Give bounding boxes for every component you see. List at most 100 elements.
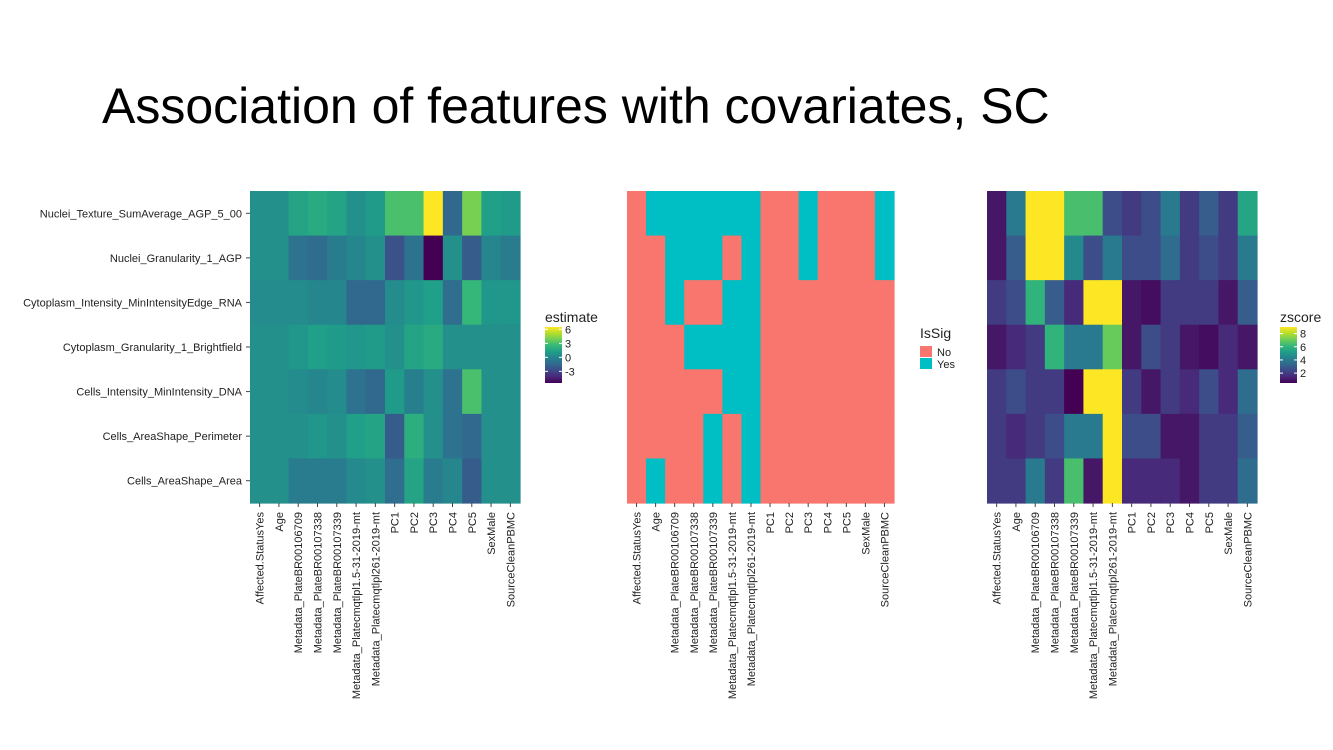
heatmap-cell [760, 458, 781, 504]
heatmap-cell [423, 413, 444, 460]
heatmap-cell [346, 369, 367, 415]
heatmap-cell [404, 413, 425, 460]
heatmap-cell [365, 413, 386, 460]
heatmap-cell [481, 280, 502, 326]
heatmap-cell [1006, 280, 1027, 326]
heatmap-cell [627, 191, 647, 237]
heatmap-cell [327, 413, 348, 460]
heatmap-cell [442, 280, 463, 326]
colorbar-tick-label: 2 [1300, 368, 1306, 380]
heatmap-cell [703, 235, 723, 281]
heatmap-cell [760, 191, 781, 237]
heatmap-cell [250, 458, 270, 504]
heatmap-cell [627, 235, 647, 281]
heatmap-cell [703, 280, 723, 326]
heatmap-cell [1064, 280, 1085, 326]
heatmap-cell [1160, 413, 1181, 460]
heatmap-cell [423, 235, 444, 281]
column-label: Metadata_Platecmqtlpl1.5-31-2019-mt [1088, 512, 1100, 699]
column-label: Metadata_Platecmqtlpl261-2019-mt [370, 512, 382, 686]
row-label: Cells_AreaShape_Area [127, 476, 243, 488]
legend-label: Yes [937, 359, 955, 371]
heatmap-cell [1006, 458, 1027, 504]
column-label: Metadata_PlateBR00106709 [293, 512, 305, 653]
colorbar-tick-label: 6 [1300, 342, 1306, 354]
heatmap-cell [1160, 369, 1181, 415]
heatmap-cell [874, 413, 895, 460]
heatmap-cell [288, 280, 309, 326]
heatmap-cell [987, 413, 1007, 460]
heatmap-cell [855, 369, 876, 415]
colorbar-tick-label: -3 [565, 366, 575, 378]
heatmap-cell [665, 458, 685, 504]
heatmap-cell [798, 369, 819, 415]
column-label: PC5 [467, 512, 479, 533]
heatmap-cell [1218, 413, 1239, 460]
column-label: Metadata_PlateBR00106709 [1030, 512, 1042, 653]
heatmap-cell [404, 324, 425, 370]
heatmap-cell [722, 324, 743, 370]
heatmap-cell [1064, 191, 1085, 237]
heatmap-cell [703, 458, 723, 504]
heatmap-cell [442, 324, 463, 370]
heatmap-cell [836, 458, 857, 504]
heatmap-cell [627, 369, 647, 415]
column-label: Metadata_Platecmqtlpl261-2019-mt [1107, 512, 1119, 686]
heatmap-cell [327, 235, 348, 281]
heatmap-cell [500, 369, 521, 415]
heatmap-cell [684, 413, 704, 460]
heatmap-cell [741, 369, 762, 415]
heatmap-cell [385, 324, 405, 370]
heatmap-cell [385, 280, 405, 326]
heatmap-cell [462, 458, 483, 504]
heatmap-cell [1044, 191, 1065, 237]
column-label: PC3 [803, 512, 815, 533]
heatmap-cells [627, 191, 895, 504]
heatmap-cell [646, 413, 666, 460]
heatmap-cell [1237, 369, 1258, 415]
column-label: PC4 [822, 512, 834, 533]
legend-swatch [920, 346, 932, 357]
heatmap-cell [627, 324, 647, 370]
heatmap-cell [1237, 280, 1258, 326]
heatmap-cell [665, 235, 685, 281]
heatmap-cell [779, 324, 800, 370]
heatmap-cell [481, 458, 502, 504]
heatmap-cell [1122, 458, 1142, 504]
heatmap-cell [307, 413, 328, 460]
heatmap-cell [365, 280, 386, 326]
heatmap-cell [500, 191, 521, 237]
heatmap-cell [1218, 458, 1239, 504]
heatmap-cell [874, 280, 895, 326]
heatmap-cell [269, 191, 290, 237]
heatmap-cell [817, 369, 838, 415]
heatmap-cell [741, 324, 762, 370]
heatmap-cell [1083, 191, 1104, 237]
heatmap-cell [855, 280, 876, 326]
heatmap-cell [1083, 458, 1104, 504]
heatmap-cell [627, 413, 647, 460]
heatmap-cell [269, 369, 290, 415]
heatmap-cell [462, 235, 483, 281]
heatmap-cell [404, 280, 425, 326]
heatmap-cell [1141, 324, 1162, 370]
heatmap-cells [250, 191, 521, 504]
heatmap-cell [722, 413, 743, 460]
column-label: Metadata_PlateBR00107338 [1050, 512, 1062, 653]
heatmap-cell [346, 458, 367, 504]
heatmap-cell [1122, 413, 1142, 460]
heatmap-cell [722, 369, 743, 415]
heatmap-cell [462, 413, 483, 460]
heatmap-cell [1179, 413, 1200, 460]
heatmap-cell [684, 191, 704, 237]
heatmap-cell [1141, 369, 1162, 415]
heatmap-cell [779, 458, 800, 504]
heatmap-cell [1199, 369, 1220, 415]
heatmap-cell [1102, 458, 1123, 504]
heatmap-cell [1141, 191, 1162, 237]
column-label: SourceCleanPBMC [505, 512, 517, 607]
column-label: SourceCleanPBMC [879, 512, 891, 607]
heatmap-cell [462, 369, 483, 415]
